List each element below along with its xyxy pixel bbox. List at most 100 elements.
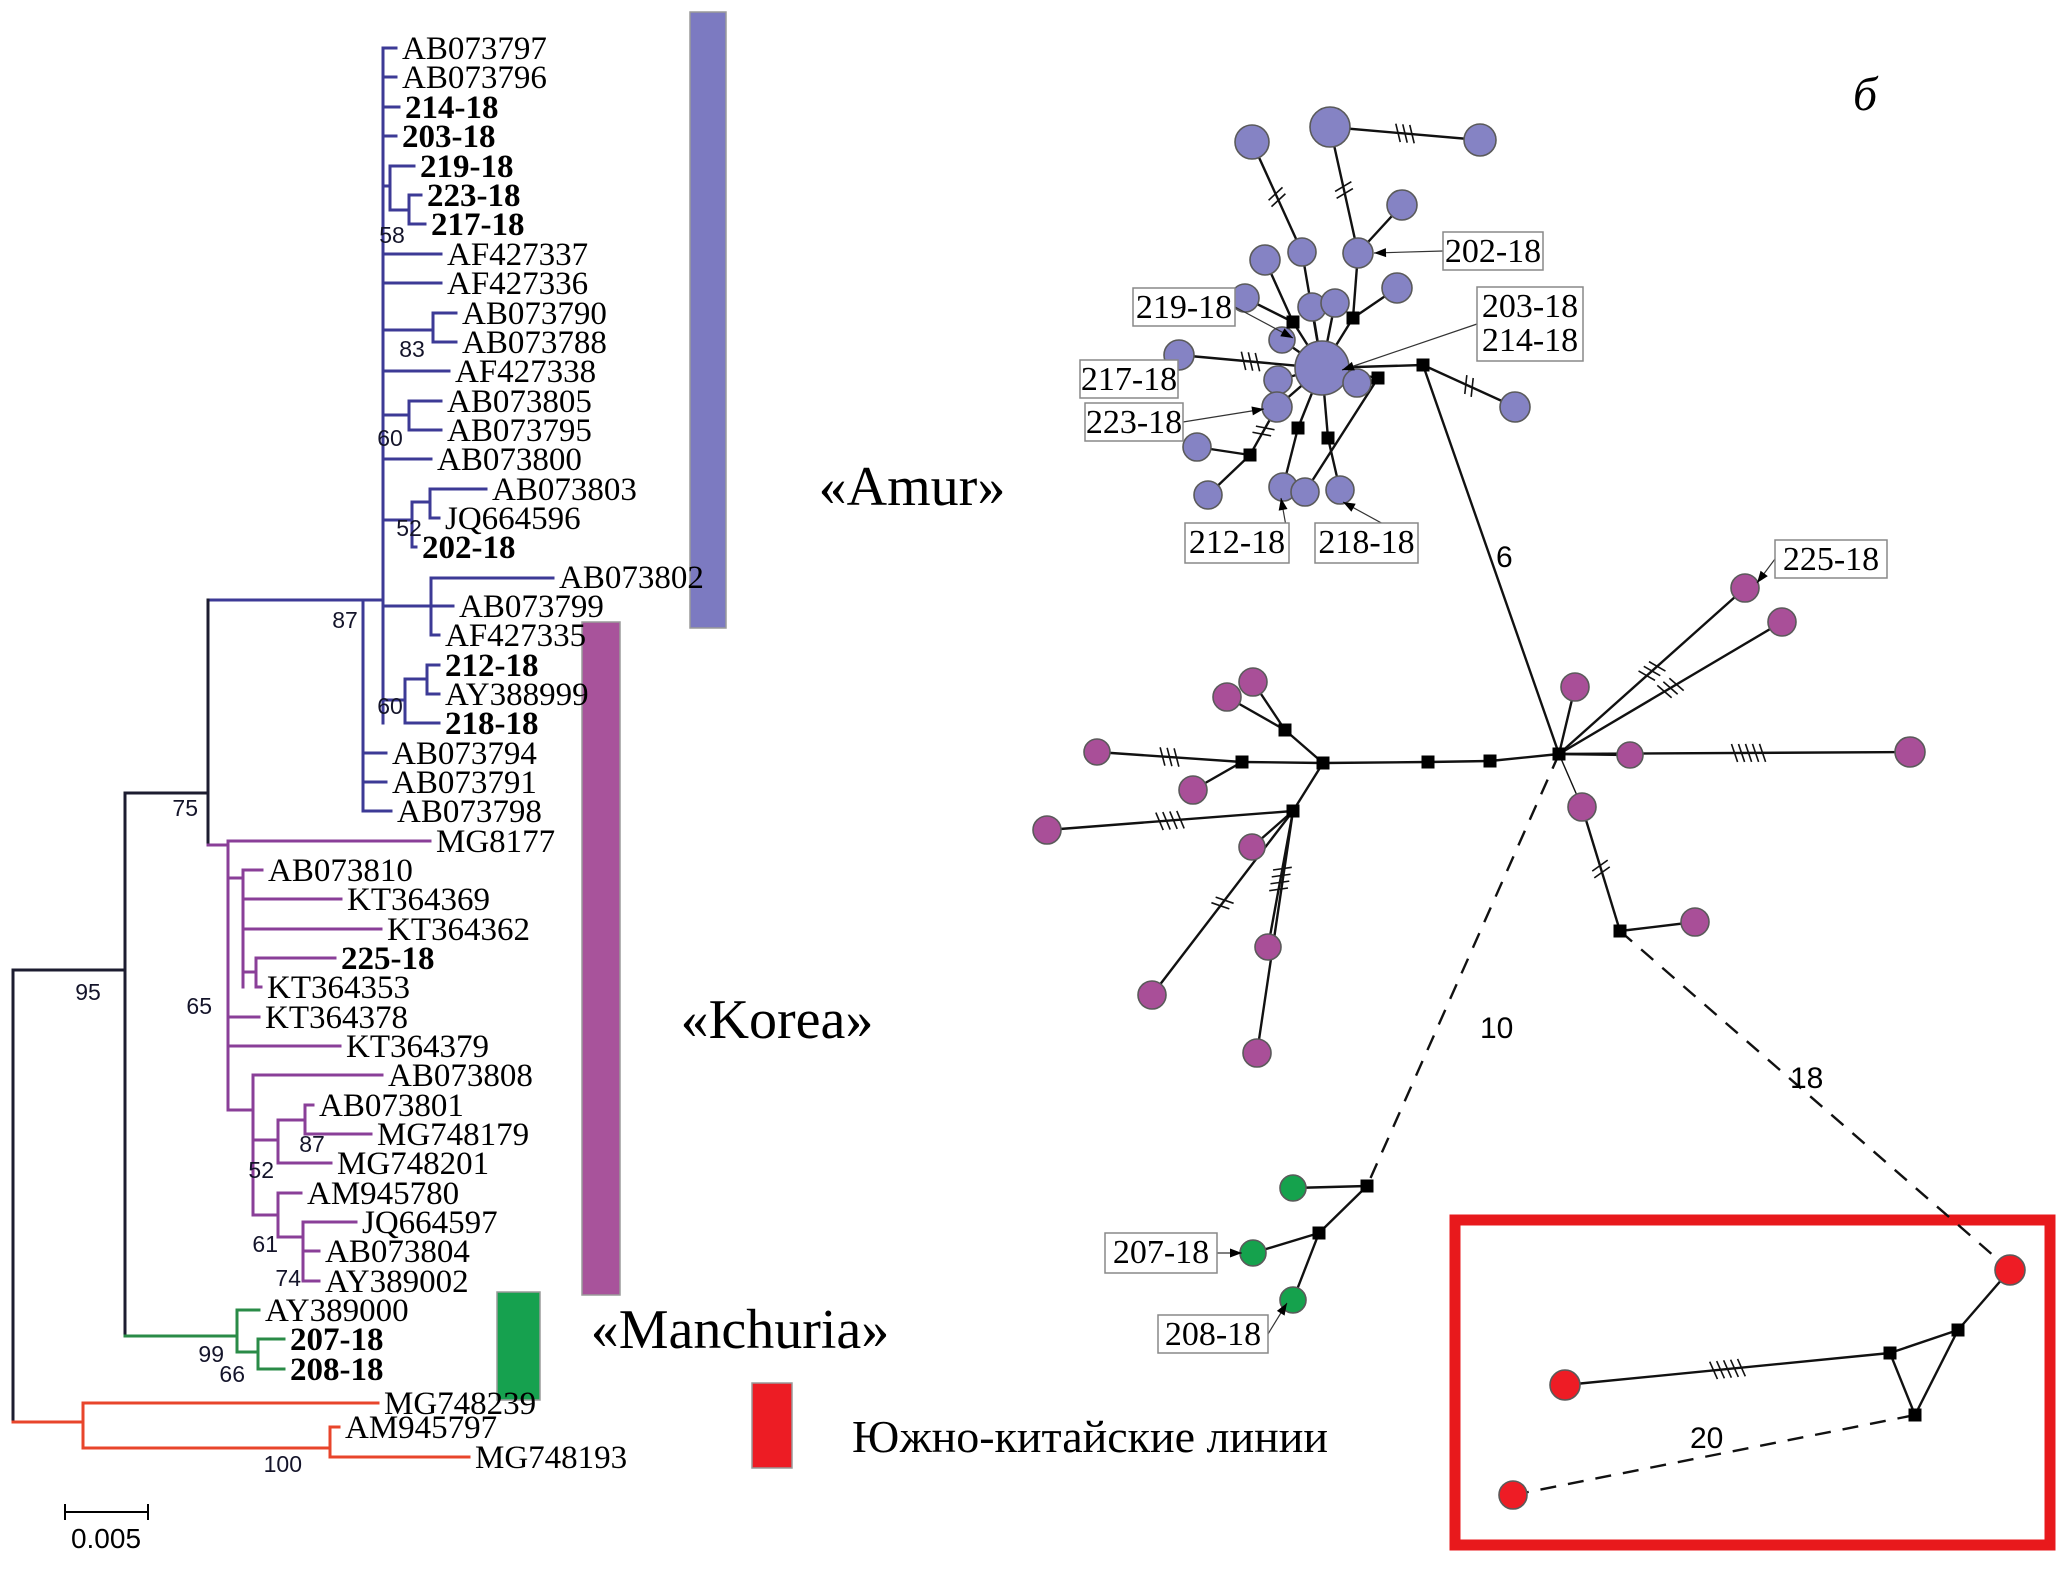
network-edge — [1046, 809, 1294, 832]
median-vector — [1483, 754, 1497, 768]
taxon-label: 217-18 — [431, 207, 525, 243]
label-leader-arrow — [1757, 570, 1768, 583]
clade-label: «Amur» — [819, 456, 1006, 518]
taxon-label: 203-18 — [402, 119, 496, 155]
taxon-label: AB073788 — [462, 325, 607, 361]
label-box — [1157, 1314, 1269, 1354]
mutation-ticks — [1336, 187, 1354, 199]
taxon-label: AB073810 — [268, 853, 413, 889]
median-vector — [1951, 1323, 1965, 1337]
network-edge — [1889, 1328, 1959, 1355]
haplotype-sample-label: 225-18 — [1783, 541, 1879, 578]
panel-label: б — [1853, 68, 1879, 121]
haplotype-node — [1279, 1286, 1307, 1314]
haplotype-nodes — [1032, 106, 2026, 1510]
taxon-label: AB073800 — [437, 442, 582, 478]
haplotype-node — [1320, 288, 1350, 318]
taxon-label: AF427337 — [447, 237, 588, 273]
mutation-ticks — [1254, 352, 1261, 372]
haplotype-node — [1178, 775, 1208, 805]
haplotype-node — [1238, 833, 1266, 861]
haplotype-node — [1263, 365, 1293, 395]
network-edge — [1255, 810, 1295, 1054]
tree-branches — [11, 46, 555, 1459]
mutation-ticks — [1215, 896, 1234, 905]
network-edge — [1422, 363, 1516, 409]
network-edge — [1580, 806, 1622, 932]
mutation-ticks — [1729, 1359, 1740, 1378]
panel-letter: б — [1853, 68, 1879, 121]
haplotype-node — [1498, 1480, 1528, 1510]
haplotype-node — [1193, 480, 1223, 510]
mutation-ticks — [1155, 812, 1164, 831]
edge-step-count: 6 — [1496, 541, 1513, 574]
mutation-ticks — [1255, 425, 1275, 431]
mutation-ticks — [1211, 901, 1230, 910]
bootstrap-value: 87 — [332, 607, 358, 633]
mutation-ticks — [1270, 193, 1286, 208]
edge-step-count: 10 — [1480, 1012, 1513, 1045]
label-box — [1442, 231, 1544, 271]
mutation-ticks — [1252, 431, 1272, 437]
haplotype-node — [1994, 1254, 2026, 1286]
taxa-labels: AB073797AB073796214-18203-18219-18223-18… — [265, 31, 704, 1476]
mutation-ticks — [1591, 859, 1609, 872]
mutation-ticks — [1638, 670, 1656, 682]
taxon-label: JQ664597 — [362, 1205, 498, 1241]
mutation-ticks — [1272, 866, 1292, 871]
clade-label: Южно-китайские линии — [852, 1411, 1328, 1462]
label-leader-arrow — [1278, 498, 1288, 511]
taxon-label: 202-18 — [422, 530, 516, 566]
edge-step-count: 18 — [1790, 1062, 1823, 1095]
mutation-ticks — [1470, 377, 1474, 397]
haplotype-node — [1182, 432, 1212, 462]
haplotype-sample-label: 212-18 — [1189, 524, 1285, 561]
clade-label: «Korea» — [681, 989, 874, 1051]
network-edge — [1322, 760, 1429, 765]
bootstrap-value: 61 — [252, 1231, 278, 1257]
median-vector — [1421, 755, 1435, 769]
median-vector — [1360, 1179, 1374, 1193]
taxon-label: KT364353 — [267, 970, 410, 1006]
mutation-ticks — [1593, 866, 1611, 879]
haplotype-node — [1137, 980, 1167, 1010]
taxon-label: KT364369 — [347, 882, 490, 918]
taxon-label: AB073804 — [325, 1234, 470, 1270]
mutation-ticks — [1271, 873, 1291, 878]
taxon-label: AB073799 — [459, 589, 604, 625]
haplotype-node — [1342, 368, 1372, 398]
amur-bar — [689, 11, 727, 629]
median-vector — [1316, 756, 1330, 770]
haplotype-node — [1032, 815, 1062, 845]
haplotype-node — [1287, 237, 1317, 267]
taxon-label: AF427338 — [455, 354, 596, 390]
haplotype-sample-label: 214-18 — [1482, 322, 1578, 359]
label-box — [1132, 287, 1236, 327]
bootstrap-value: 58 — [379, 222, 405, 248]
scale-bar: 0.005 — [64, 1504, 149, 1554]
taxon-label: AM945797 — [345, 1410, 497, 1446]
haplotype-node — [1767, 607, 1797, 637]
taxon-label: AB073798 — [397, 794, 542, 830]
haplotype-node — [1730, 573, 1760, 603]
median-vector — [1243, 448, 1257, 462]
clade-label: «Manchuria» — [591, 1299, 890, 1361]
network-edges — [1046, 123, 2011, 1497]
mutation-ticks — [1408, 124, 1415, 144]
mutation-ticks — [1166, 747, 1173, 767]
mutation-ticks — [1162, 811, 1171, 830]
mutation-ticks — [1751, 743, 1760, 763]
taxon-label: AB073803 — [492, 472, 637, 508]
taxon-label: AB073790 — [462, 296, 607, 332]
taxon-label: 207-18 — [290, 1322, 384, 1358]
taxon-label: AY388999 — [445, 677, 589, 713]
taxon-label: JQ664596 — [445, 501, 581, 537]
label-box — [1104, 1232, 1218, 1274]
haplotype-sample-label: 202-18 — [1445, 233, 1541, 270]
manchuria-bar — [496, 1291, 541, 1401]
mutation-ticks — [1662, 681, 1679, 695]
taxon-label: AB073794 — [392, 736, 537, 772]
taxon-label: 218-18 — [445, 706, 539, 742]
